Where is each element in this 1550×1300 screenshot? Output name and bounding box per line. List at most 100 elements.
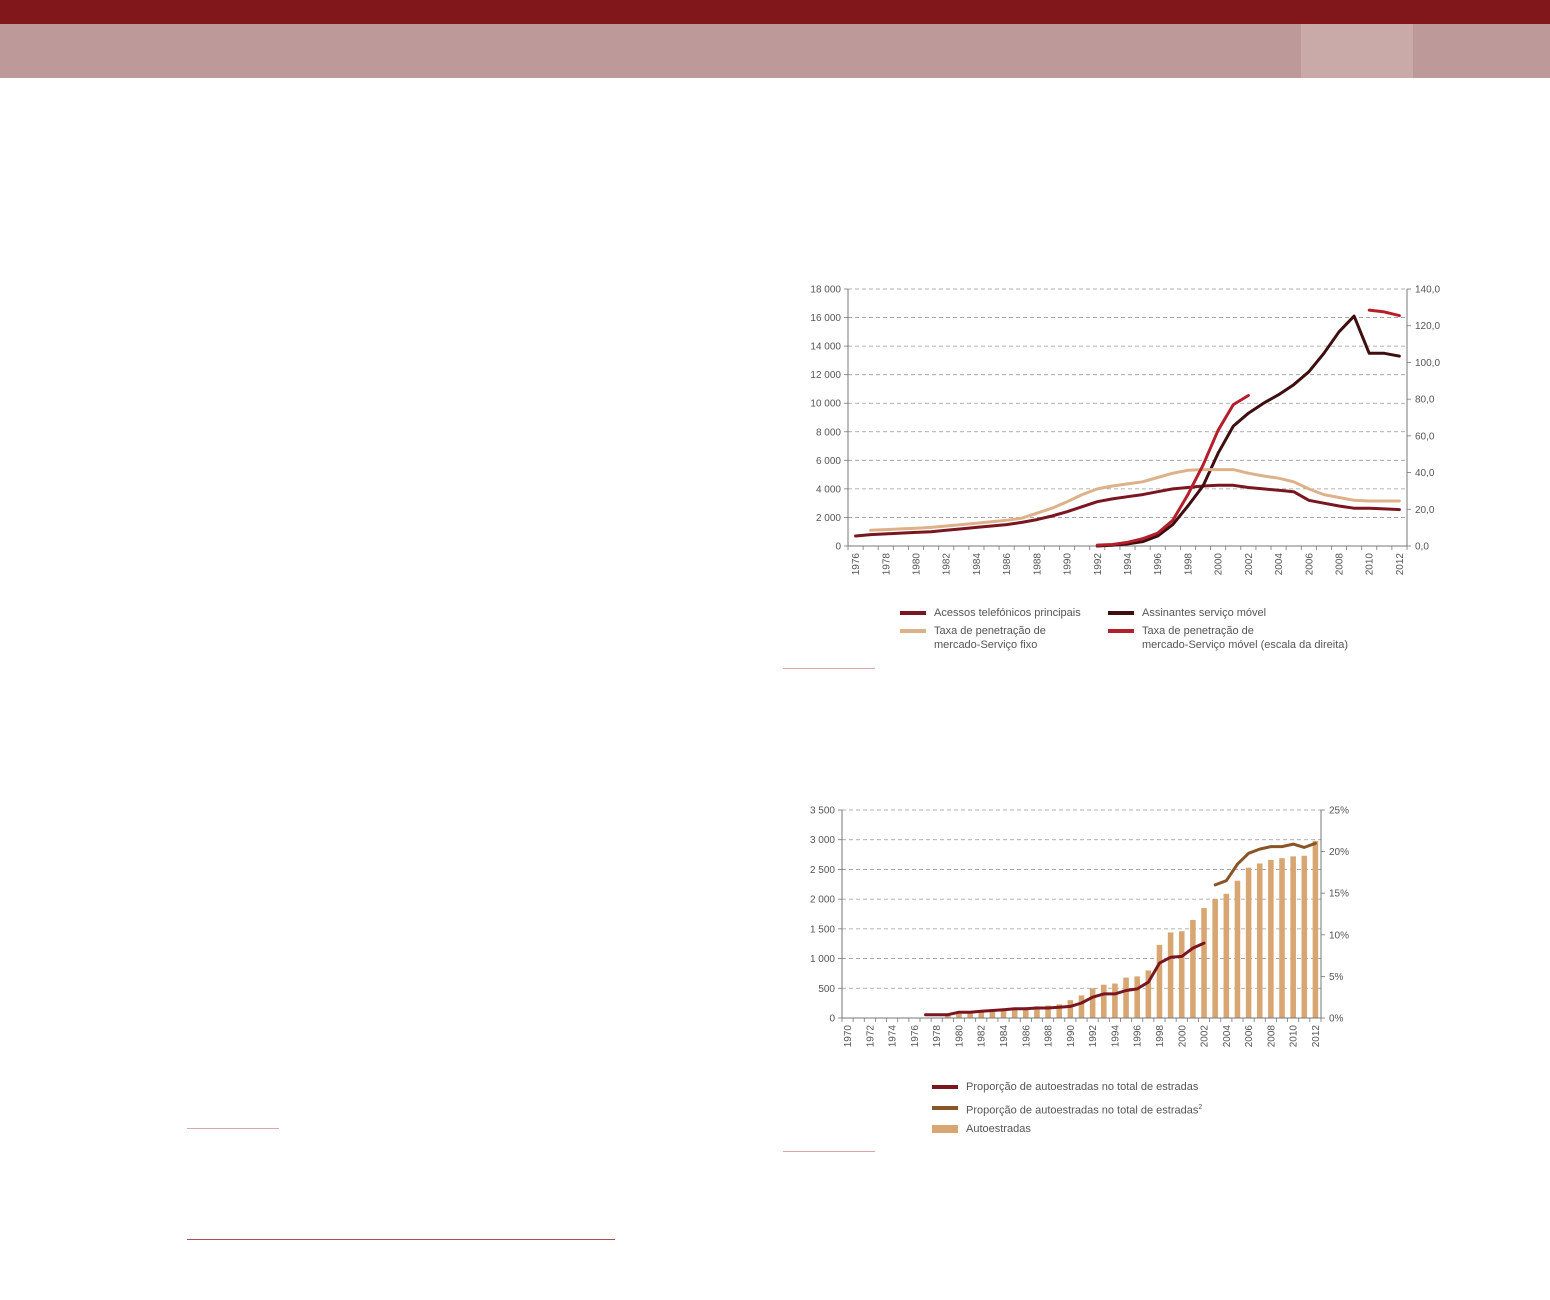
series-line-0-2 [869, 468, 1401, 532]
bar-2011 [1301, 855, 1308, 1018]
legend-label: Autoestradas [966, 1123, 1031, 1135]
footnote-separator [187, 1128, 279, 1129]
y-left-tick-label: 12 000 [810, 370, 841, 381]
legend-swatch [1108, 611, 1134, 615]
legend-swatch [932, 1085, 958, 1089]
x-tick-label: 1992 [1093, 553, 1104, 576]
legend-label: Proporção de autoestradas no total de es… [966, 1104, 1203, 1117]
bar-2000 [1178, 931, 1185, 1018]
bar-1982 [978, 1011, 985, 1018]
bar-2004 [1223, 893, 1230, 1018]
x-tick-label: 1996 [1133, 1025, 1144, 1048]
series-line-1-1 [924, 941, 1206, 1017]
bar-2010 [1290, 856, 1296, 1018]
x-tick-label: 1990 [1063, 553, 1074, 576]
series-line-0-3 [1367, 308, 1401, 318]
x-tick-label: 2008 [1335, 553, 1346, 576]
legend-item: Acessos telefónicos principais [900, 606, 1081, 620]
y-left-tick-label: 18 000 [810, 285, 841, 296]
y-right-tick-label: 60,0 [1415, 431, 1435, 442]
legend-item: Taxa de penetração de mercado-Serviço mó… [1108, 624, 1348, 652]
x-tick-label: 2000 [1214, 553, 1225, 576]
bar-2007 [1256, 863, 1263, 1018]
x-tick-label: 1974 [888, 1025, 899, 1048]
bar-2012 [1312, 840, 1319, 1018]
y-left-tick-label: 3 500 [810, 806, 835, 817]
y-left-tick-label: 6 000 [816, 456, 841, 467]
x-tick-label: 1976 [910, 1025, 921, 1048]
y-left-tick-label: 0 [829, 1014, 835, 1025]
series-line-0-0 [854, 483, 1401, 538]
source-separator-2 [783, 1151, 875, 1152]
legend-swatch [932, 1106, 958, 1110]
y-left-tick-label: 1 500 [810, 924, 835, 935]
x-tick-label: 1988 [1032, 553, 1043, 576]
bar-2001 [1190, 919, 1196, 1018]
x-tick-label: 2006 [1244, 1025, 1255, 1048]
x-tick-label: 1990 [1066, 1025, 1077, 1048]
y-left-tick-label: 16 000 [810, 313, 841, 324]
x-tick-label: 1992 [1088, 1025, 1099, 1048]
x-tick-label: 2004 [1274, 553, 1285, 576]
y-right-tick-label: 40,0 [1415, 468, 1435, 479]
source-separator-1 [783, 668, 875, 669]
bar-1984 [1000, 1009, 1007, 1018]
series-line-1-2 [1213, 841, 1317, 887]
y-right-tick-label: 10% [1329, 930, 1349, 941]
y-left-tick-label: 2 500 [810, 865, 835, 876]
series-line-0-1 [1095, 314, 1401, 548]
x-tick-label: 2004 [1222, 1025, 1233, 1048]
bar-1998 [1156, 944, 1163, 1018]
legend-telecom: Acessos telefónicos principais Assinantes… [900, 606, 1380, 656]
y-left-tick-label: 3 000 [810, 835, 835, 846]
y-right-tick-label: 20,0 [1415, 505, 1435, 516]
y-right-tick-label: 15% [1329, 889, 1349, 900]
x-tick-label: 1982 [942, 553, 953, 576]
header-tab [1301, 24, 1413, 78]
y-right-tick-label: 120,0 [1415, 321, 1440, 332]
legend-item: Taxa de penetração de mercado-Serviço fi… [900, 624, 1046, 652]
bar-2002 [1201, 908, 1207, 1018]
x-tick-label: 2012 [1311, 1025, 1322, 1048]
series-line-0-3 [1095, 394, 1250, 547]
legend-label: Proporção de autoestradas no total de es… [966, 1081, 1199, 1093]
bar-2005 [1234, 880, 1241, 1018]
footer-rule [187, 1239, 615, 1240]
bar-2008 [1268, 859, 1274, 1018]
y-right-tick-label: 0,0 [1415, 542, 1429, 553]
bar-1990 [1067, 1000, 1074, 1018]
x-tick-label: 1986 [1002, 553, 1013, 576]
bar-1993 [1100, 984, 1107, 1018]
legend-autoestradas: Autoestradas Proporção de autoestradas no… [932, 1080, 1332, 1140]
x-tick-label: 1998 [1183, 553, 1194, 576]
bar-1989 [1056, 1004, 1063, 1018]
x-tick-label: 1994 [1123, 553, 1134, 576]
header-bar [0, 0, 1550, 24]
y-left-tick-label: 14 000 [810, 342, 841, 353]
bar-1987 [1034, 1006, 1040, 1018]
legend-item: Proporção de autoestradas no total de es… [932, 1101, 1202, 1118]
x-tick-label: 2006 [1304, 553, 1315, 576]
legend-label: Acessos telefónicos principais [934, 607, 1081, 619]
legend-item: Assinantes serviço móvel [1108, 606, 1266, 620]
x-tick-label: 1996 [1153, 553, 1164, 576]
legend-label: Assinantes serviço móvel [1142, 607, 1267, 619]
bar-1980 [956, 1013, 962, 1018]
bar-2003 [1212, 899, 1218, 1018]
x-tick-label: 1984 [999, 1025, 1010, 1048]
legend-label: Taxa de penetração de mercado-Serviço fi… [934, 625, 1046, 651]
bar-1992 [1089, 988, 1096, 1018]
legend-swatch [932, 1125, 958, 1133]
chart-telecom: 0 2 000 4 000 6 000 8 000 10 000 12 000 14 000 1… [810, 285, 1440, 576]
y-left-tick-label: 8 000 [816, 427, 841, 438]
x-tick-label: 1976 [851, 553, 862, 576]
y-right-tick-label: 0% [1329, 1014, 1344, 1025]
bar-2006 [1245, 867, 1252, 1018]
bar-1988 [1045, 1005, 1051, 1018]
y-right-tick-label: 80,0 [1415, 395, 1435, 406]
bar-1983 [989, 1010, 996, 1018]
legend-swatch [1108, 629, 1134, 633]
x-tick-label: 1988 [1044, 1025, 1055, 1048]
y-right-tick-label: 140,0 [1415, 285, 1440, 296]
x-tick-label: 2010 [1365, 553, 1376, 576]
